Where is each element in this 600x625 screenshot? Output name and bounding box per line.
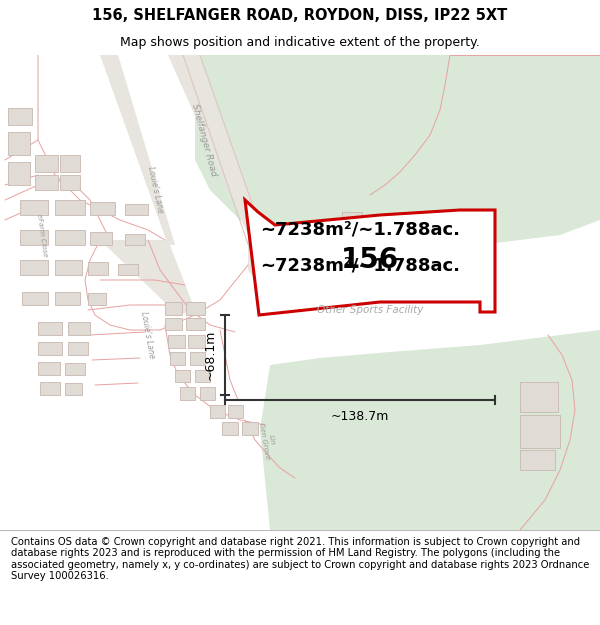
- Text: Louie's Lane: Louie's Lane: [146, 166, 164, 214]
- Polygon shape: [125, 234, 145, 245]
- Polygon shape: [55, 260, 82, 275]
- Polygon shape: [200, 387, 215, 400]
- Polygon shape: [60, 175, 80, 190]
- Polygon shape: [65, 363, 85, 375]
- Polygon shape: [8, 132, 30, 155]
- Polygon shape: [40, 382, 60, 395]
- Polygon shape: [368, 222, 390, 235]
- Text: ~7238m²/~1.788ac.: ~7238m²/~1.788ac.: [260, 221, 460, 239]
- Polygon shape: [210, 405, 225, 418]
- Polygon shape: [35, 155, 58, 172]
- Text: 156: 156: [341, 246, 399, 274]
- Polygon shape: [260, 330, 600, 530]
- Polygon shape: [60, 155, 80, 172]
- Polygon shape: [520, 450, 555, 470]
- Polygon shape: [228, 405, 243, 418]
- Polygon shape: [88, 293, 106, 305]
- Text: ~7238m²/~1.788ac.: ~7238m²/~1.788ac.: [260, 256, 460, 274]
- Polygon shape: [38, 362, 60, 375]
- Polygon shape: [186, 318, 205, 330]
- Polygon shape: [520, 415, 560, 448]
- Polygon shape: [195, 55, 600, 248]
- Polygon shape: [20, 230, 48, 245]
- Polygon shape: [125, 204, 148, 215]
- Polygon shape: [195, 370, 210, 382]
- Polygon shape: [186, 302, 205, 315]
- Polygon shape: [55, 200, 85, 215]
- Text: ~68.1m: ~68.1m: [204, 330, 217, 380]
- Polygon shape: [68, 342, 88, 355]
- Polygon shape: [342, 212, 362, 225]
- Polygon shape: [165, 318, 182, 330]
- Text: Map shows position and indicative extent of the property.: Map shows position and indicative extent…: [120, 36, 480, 49]
- Text: eFarm Close: eFarm Close: [36, 213, 48, 257]
- Polygon shape: [55, 230, 85, 245]
- Text: Other Sports Facility: Other Sports Facility: [317, 305, 423, 315]
- Text: Lin
Gen Grove: Lin Gen Grove: [259, 421, 278, 459]
- Polygon shape: [245, 200, 495, 315]
- Polygon shape: [180, 387, 195, 400]
- Polygon shape: [168, 335, 185, 348]
- Polygon shape: [22, 292, 48, 305]
- Polygon shape: [168, 55, 290, 312]
- Polygon shape: [65, 383, 82, 395]
- Polygon shape: [165, 302, 182, 315]
- Polygon shape: [188, 335, 205, 348]
- Polygon shape: [20, 260, 48, 275]
- Polygon shape: [100, 55, 175, 245]
- Text: ~138.7m: ~138.7m: [331, 410, 389, 423]
- Text: Louie's Lane: Louie's Lane: [139, 311, 157, 359]
- Polygon shape: [35, 175, 58, 190]
- Polygon shape: [242, 422, 258, 435]
- Polygon shape: [520, 382, 558, 412]
- Text: Shelfanger Road: Shelfanger Road: [190, 102, 218, 178]
- Text: Contains OS data © Crown copyright and database right 2021. This information is : Contains OS data © Crown copyright and d…: [11, 537, 589, 581]
- Text: 156, SHELFANGER ROAD, ROYDON, DISS, IP22 5XT: 156, SHELFANGER ROAD, ROYDON, DISS, IP22…: [92, 8, 508, 23]
- Polygon shape: [190, 352, 205, 365]
- Polygon shape: [175, 370, 190, 382]
- Polygon shape: [38, 342, 62, 355]
- Polygon shape: [88, 262, 108, 275]
- Polygon shape: [100, 240, 195, 315]
- Polygon shape: [68, 322, 90, 335]
- Polygon shape: [170, 352, 185, 365]
- Polygon shape: [8, 108, 32, 125]
- Polygon shape: [20, 200, 48, 215]
- Polygon shape: [118, 264, 138, 275]
- Polygon shape: [222, 422, 238, 435]
- Polygon shape: [55, 292, 80, 305]
- Polygon shape: [90, 202, 115, 215]
- Polygon shape: [38, 322, 62, 335]
- Polygon shape: [8, 162, 30, 185]
- Polygon shape: [90, 232, 112, 245]
